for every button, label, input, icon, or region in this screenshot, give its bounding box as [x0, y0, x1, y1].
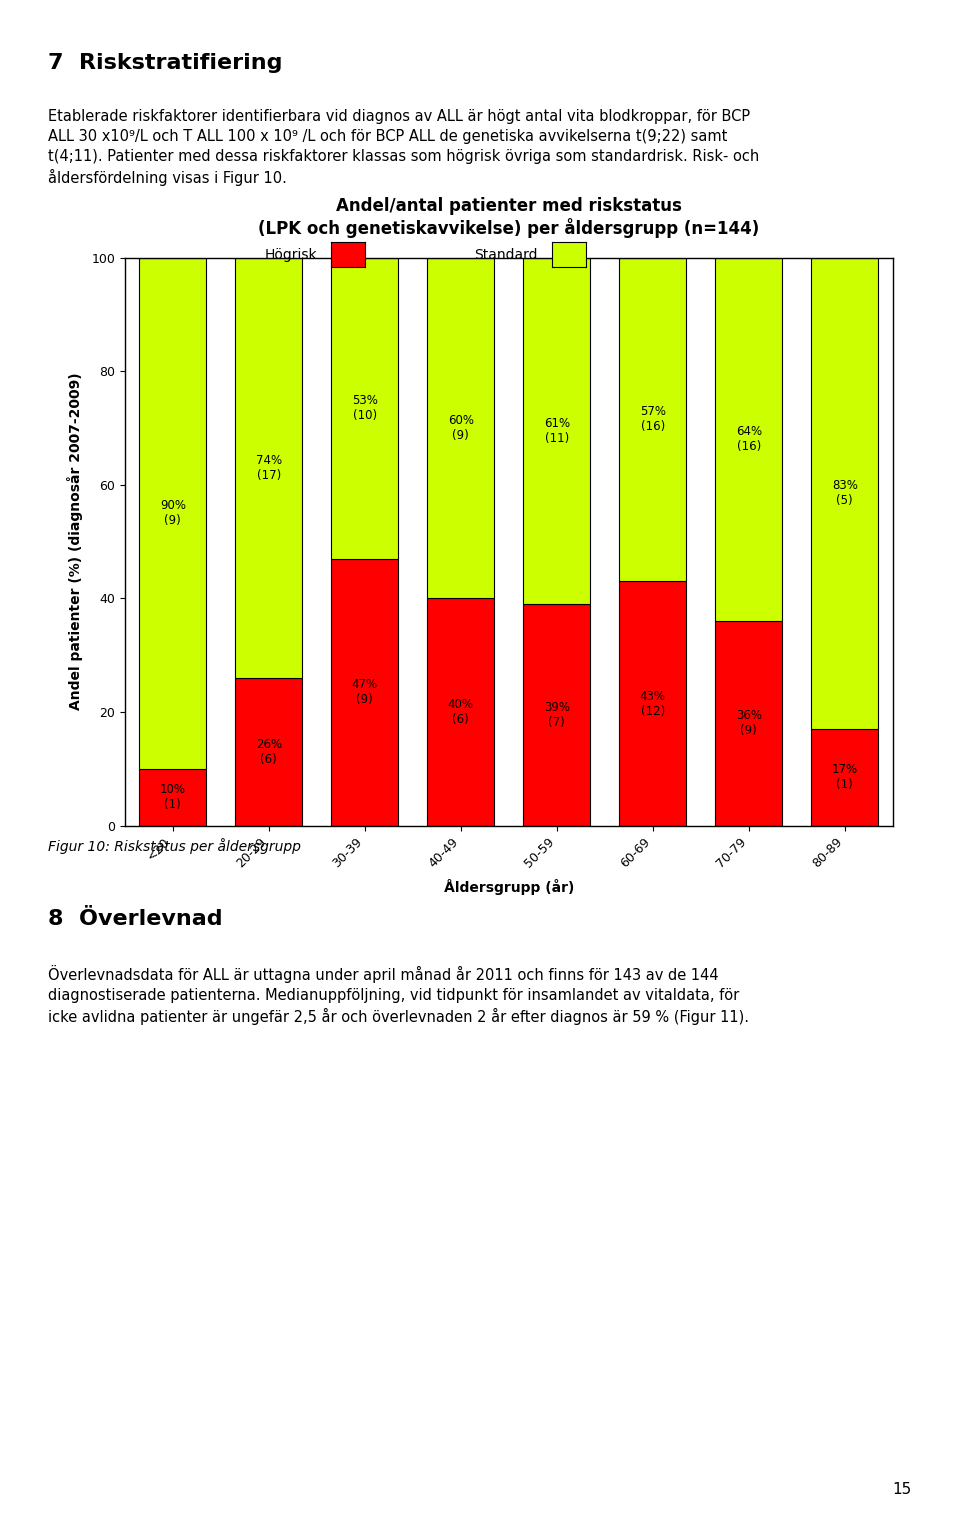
Text: 64%
(16): 64% (16): [735, 426, 762, 453]
Y-axis label: Andel patienter (%) (diagnosår 2007-2009): Andel patienter (%) (diagnosår 2007-2009…: [67, 373, 83, 711]
Bar: [235, 258, 302, 679]
Bar: [811, 729, 878, 826]
Text: 17%
(1): 17% (1): [831, 764, 858, 791]
X-axis label: Åldersgrupp (år): Åldersgrupp (år): [444, 879, 574, 895]
Text: 90%
(9): 90% (9): [159, 500, 186, 527]
Bar: [139, 768, 206, 826]
Bar: [523, 258, 590, 604]
Bar: [139, 258, 206, 768]
Bar: [331, 559, 398, 826]
Text: Andel/antal patienter med riskstatus: Andel/antal patienter med riskstatus: [336, 197, 682, 215]
Text: 15: 15: [893, 1482, 912, 1497]
Text: 40%
(6): 40% (6): [447, 698, 474, 726]
Text: 74%
(17): 74% (17): [255, 454, 282, 482]
Bar: [331, 258, 398, 559]
Text: 7  Riskstratifiering: 7 Riskstratifiering: [48, 53, 282, 73]
Bar: [619, 258, 686, 582]
Text: 26%
(6): 26% (6): [255, 738, 282, 765]
Text: Etablerade riskfaktorer identifierbara vid diagnos av ALL är högt antal vita blo: Etablerade riskfaktorer identifierbara v…: [48, 109, 759, 186]
Bar: [235, 679, 302, 826]
Text: 8  Överlevnad: 8 Överlevnad: [48, 909, 223, 929]
Bar: [715, 621, 782, 826]
Text: 39%
(7): 39% (7): [543, 701, 570, 729]
Text: 60%
(9): 60% (9): [447, 414, 474, 442]
Text: (LPK och genetiskavvikelse) per åldersgrupp (n=144): (LPK och genetiskavvikelse) per åldersgr…: [258, 218, 759, 238]
Text: Högrisk: Högrisk: [264, 247, 317, 262]
Text: 61%
(11): 61% (11): [543, 417, 570, 445]
Text: 57%
(16): 57% (16): [639, 406, 666, 433]
Bar: [427, 598, 494, 826]
Bar: [619, 582, 686, 826]
Text: Figur 10: Riskstatus per åldersgrupp: Figur 10: Riskstatus per åldersgrupp: [48, 838, 300, 854]
Text: 10%
(1): 10% (1): [159, 783, 186, 811]
Text: Standard: Standard: [474, 247, 538, 262]
Bar: [427, 258, 494, 598]
Text: 47%
(9): 47% (9): [351, 679, 378, 706]
Text: Överlevnadsdata för ALL är uttagna under april månad år 2011 och finns för 143 a: Överlevnadsdata för ALL är uttagna under…: [48, 965, 749, 1026]
Text: 83%
(5): 83% (5): [832, 479, 857, 508]
Text: 53%
(10): 53% (10): [352, 394, 377, 423]
Text: 36%
(9): 36% (9): [735, 709, 762, 738]
Text: 43%
(12): 43% (12): [639, 689, 666, 718]
Bar: [715, 258, 782, 621]
Bar: [523, 604, 590, 826]
Bar: [811, 258, 878, 729]
